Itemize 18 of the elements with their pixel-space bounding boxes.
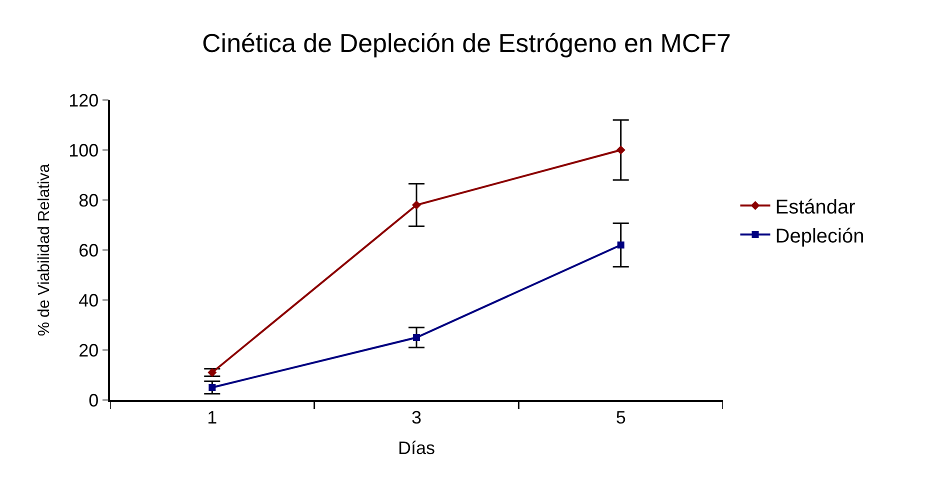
y-tick-label: 60 (78, 240, 99, 260)
legend-label: Depleción (775, 225, 864, 248)
y-axis-title: % de Viabilidad Relativa (36, 164, 54, 336)
y-tick-label: 120 (68, 90, 99, 110)
x-tick-label: 3 (411, 407, 422, 428)
y-tick-label: 40 (78, 290, 99, 310)
point (208, 368, 217, 378)
chart-title: Cinética de Depleción de Estrógeno en MCF7 (202, 28, 731, 58)
point (616, 145, 626, 155)
legend-label: Estándar (775, 196, 856, 218)
x-tick-label: 5 (616, 407, 626, 428)
y-tick-label: 80 (78, 190, 99, 210)
point (412, 200, 422, 210)
y-tick-label: 100 (68, 140, 99, 160)
x-tick-label: 1 (207, 407, 218, 428)
y-tick-label: 0 (88, 390, 99, 410)
x-axis-title: Días (398, 438, 436, 458)
y-tick-label: 20 (78, 340, 99, 360)
